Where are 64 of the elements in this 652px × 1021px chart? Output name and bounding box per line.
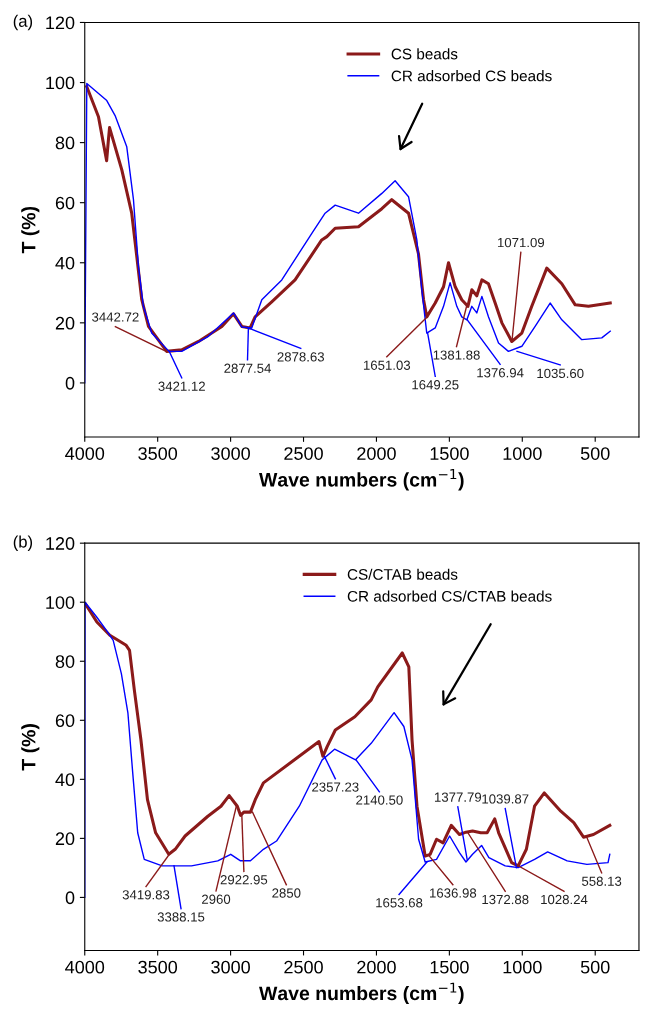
annotation: 3421.12 (158, 381, 205, 391)
annotation: 2922.95 (220, 875, 268, 885)
y-tick-label: 60 (55, 714, 75, 728)
legend-label: CS beads (391, 48, 458, 60)
x-tick-label: 1500 (430, 960, 469, 974)
x-tick-label: 1500 (430, 447, 469, 460)
y-tick-label: 100 (46, 596, 75, 609)
y-tick-label: 20 (55, 316, 75, 330)
x-tick-label: 4000 (65, 447, 105, 460)
x-tick-label: 2000 (357, 447, 396, 460)
y-tick-label: 120 (46, 16, 75, 30)
annotation: 2877.54 (224, 363, 271, 373)
x-tick-label: 2500 (284, 960, 323, 974)
x-tick-label: 500 (580, 960, 610, 974)
annotation: 1035.60 (537, 368, 584, 379)
annotation: 558.13 (581, 876, 622, 886)
x-tick-label: 500 (580, 447, 610, 460)
x-tick-label: 2000 (357, 960, 396, 974)
x-axis-title: Wave numbers (cm$^{−1}$) (259, 982, 464, 1005)
annotation: 3388.15 (157, 912, 205, 922)
y-tick-label: 0 (65, 891, 75, 905)
annotation: 2878.63 (277, 352, 325, 362)
y-tick-label: 20 (55, 832, 75, 846)
x-tick-label: 4000 (65, 960, 105, 974)
y-tick-label: 40 (55, 256, 75, 270)
x-tick-label: 3000 (211, 960, 250, 974)
annotation: 1071.09 (497, 237, 545, 248)
annotation: 1377.79 (434, 792, 482, 802)
x-tick-label: 2500 (284, 447, 323, 460)
annotation: 3442.72 (92, 312, 139, 322)
annotation: 1649.25 (412, 380, 459, 390)
x-tick-label: 3500 (138, 960, 178, 974)
chart-title: (b) (13, 535, 33, 551)
x-tick-label: 1000 (503, 447, 542, 460)
y-tick-label: 100 (46, 76, 75, 90)
annotation: 1653.68 (376, 898, 423, 908)
annotation: 1039.87 (482, 794, 529, 804)
y-axis-title: T (%) (21, 724, 40, 771)
x-axis-title: Wave numbers (cm$^{−1}$) (259, 469, 464, 491)
annotation: 1636.98 (430, 888, 477, 898)
legend-label: CR adsorbed CS beads (391, 70, 552, 82)
y-tick-label: 120 (46, 537, 75, 550)
x-tick-label: 1000 (503, 960, 542, 974)
y-tick-label: 60 (55, 196, 75, 210)
annotation: 1651.03 (363, 360, 411, 370)
x-tick-label: 3500 (138, 447, 178, 460)
annotation: 1381.88 (433, 350, 480, 360)
annotation: 1372.88 (482, 894, 529, 905)
x-tick-label: 3000 (211, 447, 250, 460)
annotation: 2960 (202, 894, 231, 904)
annotation: 2850 (272, 888, 301, 898)
y-tick-label: 40 (55, 773, 75, 787)
y-tick-label: 80 (55, 655, 75, 668)
annotation: 3419.83 (122, 890, 170, 900)
chart-title: (a) (13, 14, 33, 31)
legend-label: CR adsorbed CS/CTAB beads (347, 590, 552, 602)
annotation: 1028.24 (541, 894, 588, 905)
annotation: 1376.94 (477, 368, 524, 378)
y-tick-label: 80 (55, 136, 75, 150)
annotation: 2140.50 (356, 795, 403, 805)
annotation: 2357.23 (312, 782, 359, 792)
legend-label: CS/CTAB beads (347, 568, 458, 580)
y-axis-title: T (%) (21, 206, 40, 254)
y-tick-label: 0 (65, 376, 75, 390)
